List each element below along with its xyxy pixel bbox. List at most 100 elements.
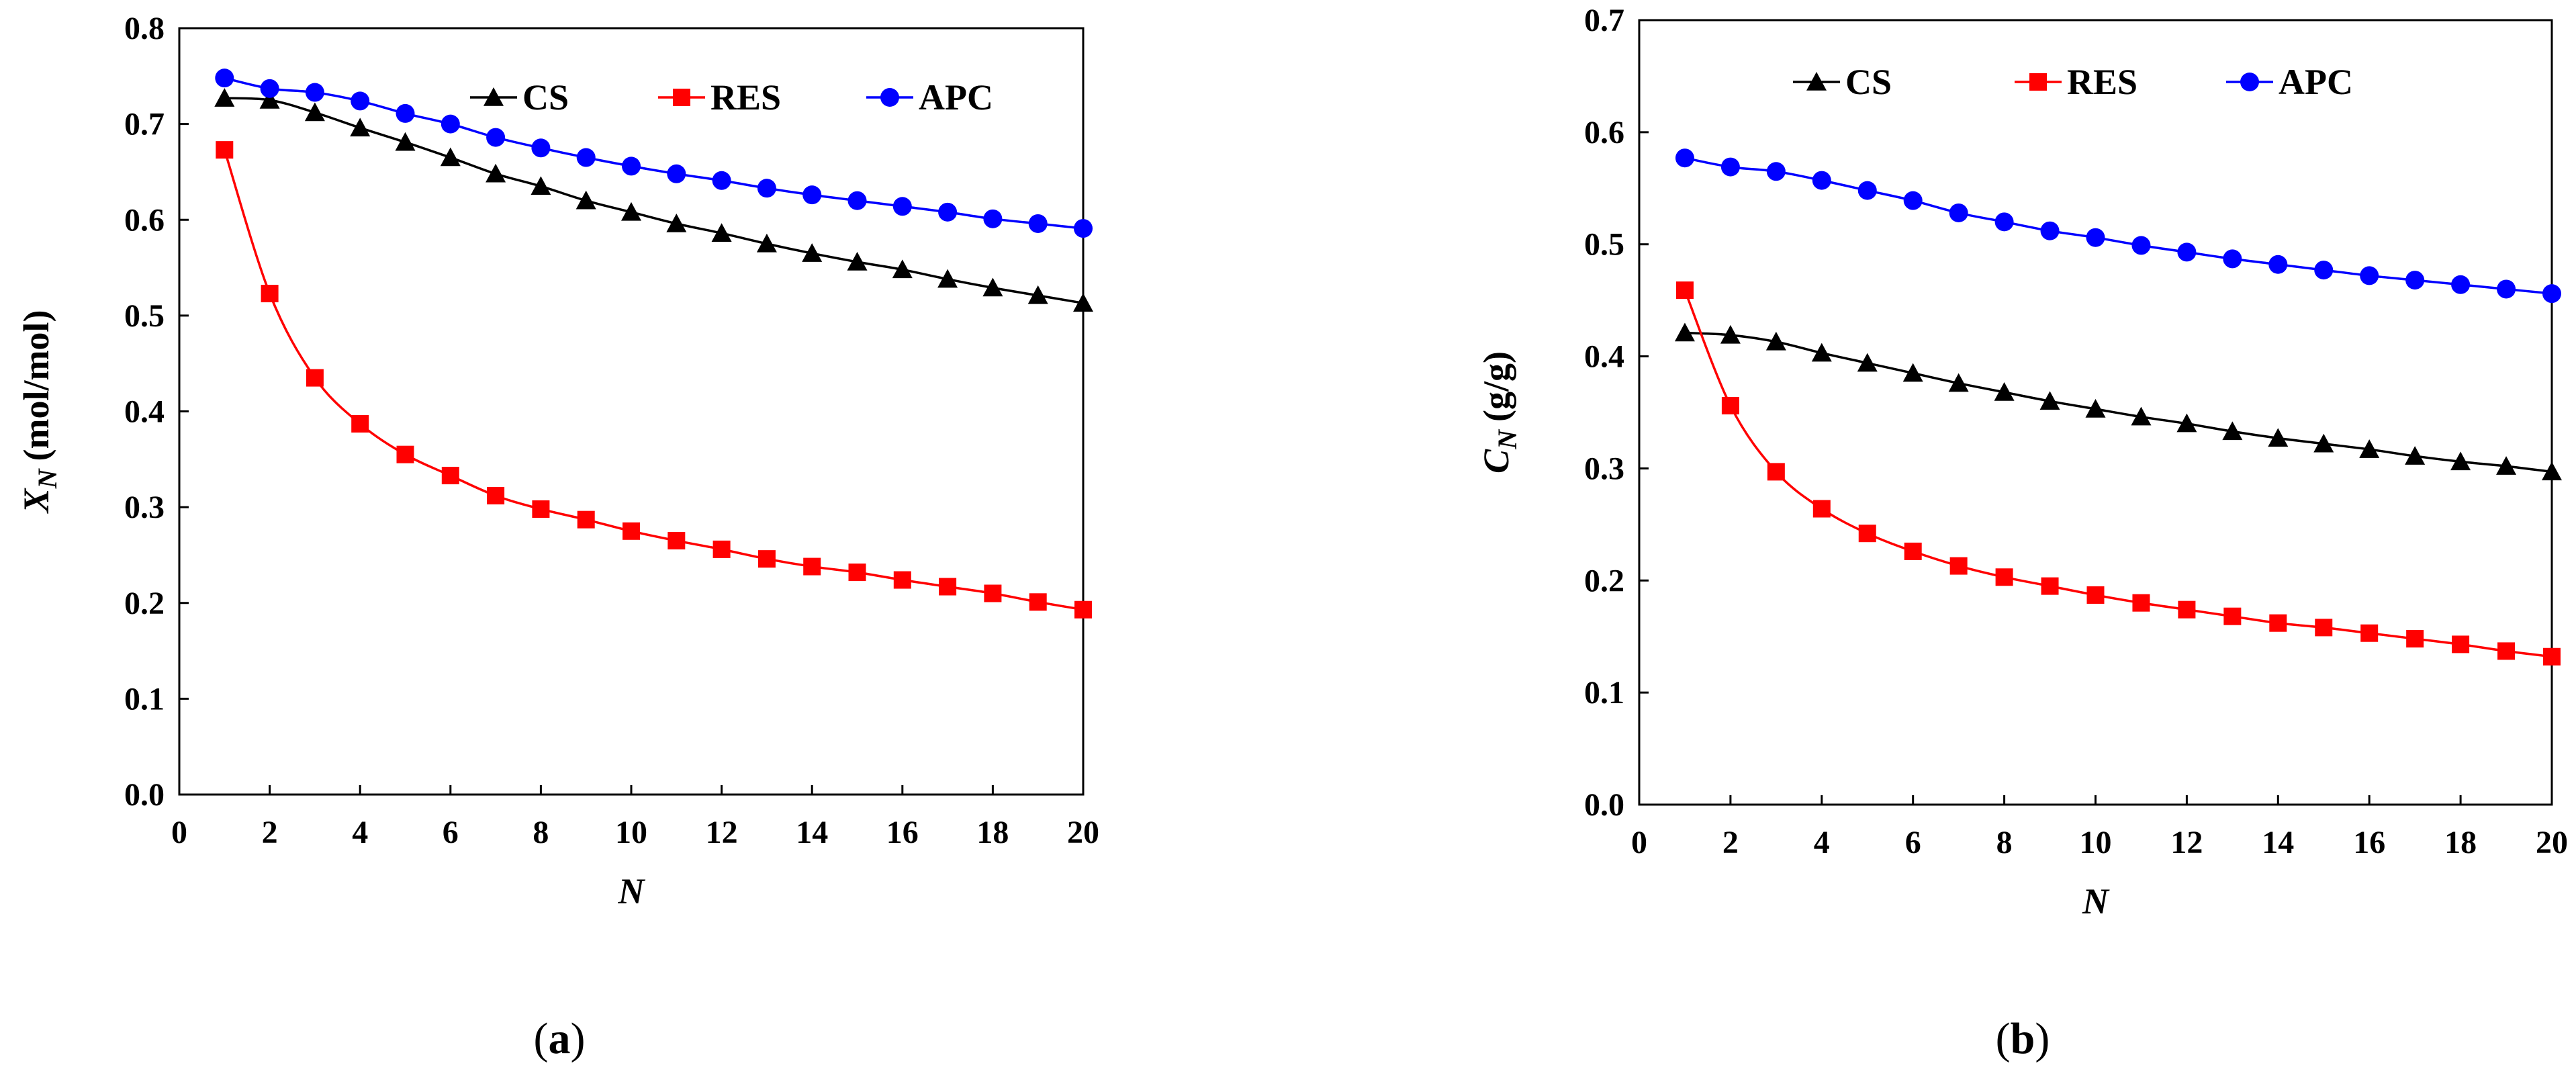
data-point-apc — [2360, 266, 2379, 285]
data-point-cs — [2496, 456, 2517, 475]
data-point-apc — [305, 83, 324, 102]
x-tick-label: 0 — [1631, 825, 1647, 860]
data-point-res — [1767, 463, 1785, 481]
legend-entry-cs: CS — [470, 77, 569, 118]
data-point-cs — [802, 243, 823, 262]
legend-label: RES — [2067, 62, 2137, 102]
legend-label: CS — [522, 77, 569, 118]
data-point-apc — [2268, 255, 2288, 274]
x-tick-label: 8 — [533, 815, 549, 850]
data-point-res — [2452, 635, 2470, 653]
data-point-cs — [2268, 428, 2289, 447]
x-tick-label: 0 — [171, 815, 187, 850]
y-tick-label: 0.6 — [1584, 115, 1624, 150]
data-point-res — [623, 522, 640, 540]
legend-label: CS — [1845, 62, 1892, 102]
data-point-apc — [622, 156, 641, 176]
legend-marker — [673, 89, 690, 106]
x-tick-label: 4 — [1814, 825, 1830, 860]
y-tick-label: 0.3 — [1584, 451, 1624, 486]
data-point-cs — [1073, 293, 1093, 312]
data-point-cs — [756, 233, 777, 253]
data-point-cs — [621, 201, 641, 221]
y-axis-unit: (g/g) — [1476, 351, 1516, 422]
data-point-res — [1074, 600, 1092, 619]
y-tick-label: 0.4 — [124, 394, 165, 430]
data-point-res — [351, 415, 369, 433]
legend-entry-apc: APC — [866, 77, 993, 118]
x-tick-label: 20 — [1067, 815, 1099, 850]
x-axis-label: N — [2082, 881, 2110, 921]
data-point-res — [757, 550, 776, 568]
y-axis-label: CN (g/g) — [1476, 351, 1522, 474]
x-tick-label: 10 — [2080, 825, 2112, 860]
data-point-res — [1675, 281, 1694, 300]
data-point-cs — [892, 259, 913, 279]
data-point-res — [2360, 624, 2379, 642]
x-tick-label: 8 — [1996, 825, 2013, 860]
data-point-cs — [304, 102, 325, 122]
data-point-cs — [937, 269, 958, 288]
y-tick-label: 0.8 — [124, 11, 165, 46]
y-axis-subscript: N — [32, 467, 62, 489]
series-apc — [215, 69, 1093, 238]
data-point-apc — [2314, 261, 2334, 280]
x-tick-label: 14 — [796, 815, 828, 850]
x-tick-label: 14 — [2262, 825, 2294, 860]
series-apc — [1675, 148, 2561, 304]
data-point-res — [984, 584, 1002, 602]
data-point-cs — [259, 89, 280, 109]
data-point-res — [893, 571, 911, 589]
data-point-apc — [441, 114, 460, 134]
data-point-apc — [2086, 228, 2105, 247]
data-point-cs — [2359, 439, 2380, 458]
caption-close: ) — [2035, 1014, 2050, 1063]
data-point-apc — [847, 191, 867, 210]
data-point-res — [803, 557, 821, 576]
y-tick-label: 0.6 — [124, 202, 165, 238]
data-point-apc — [260, 79, 279, 98]
data-point-cs — [2131, 406, 2152, 426]
y-tick-label: 0.0 — [1584, 787, 1624, 823]
data-point-apc — [2497, 279, 2516, 299]
legend-marker — [2029, 73, 2047, 91]
caption-open: ( — [534, 1014, 549, 1063]
data-point-res — [1812, 500, 1831, 518]
data-point-res — [1995, 568, 2013, 586]
y-axis-subscript: N — [1492, 429, 1522, 450]
data-point-apc — [983, 209, 1003, 228]
caption-letter: a — [549, 1014, 571, 1063]
data-point-apc — [1857, 181, 1877, 200]
data-point-res — [577, 510, 595, 529]
data-point-res — [1858, 525, 1876, 543]
data-point-cs — [2085, 398, 2106, 418]
data-point-apc — [531, 138, 551, 158]
data-point-cs — [395, 132, 416, 151]
data-point-res — [2223, 607, 2242, 625]
series-res — [1675, 281, 2561, 666]
x-tick-label: 4 — [352, 815, 368, 850]
legend-entry-cs: CS — [1793, 62, 1892, 102]
data-point-cs — [350, 118, 371, 137]
series-cs — [1674, 322, 2562, 481]
legend-label: APC — [2279, 62, 2353, 102]
data-point-apc — [2405, 271, 2425, 290]
data-point-res — [939, 578, 957, 596]
data-point-cs — [1948, 373, 1969, 392]
y-axis-label: XN (mol/mol) — [16, 310, 62, 514]
chart-panel-b: 0.0 0.1 0.2 0.3 0.4 0.5 0.6 0.7 0 2 4 6 8 10 12 14 16 18 2… — [1476, 3, 2568, 1063]
y-tick-label: 0.7 — [1584, 3, 1624, 38]
legend-entry-res: RES — [658, 77, 781, 118]
data-point-res — [532, 500, 550, 518]
data-point-res — [2497, 642, 2516, 660]
x-tick-label: 6 — [1905, 825, 1921, 860]
data-point-apc — [215, 69, 234, 88]
legend-marker — [484, 87, 504, 106]
y-tick-label: 0.1 — [124, 681, 165, 717]
data-point-cs — [486, 163, 506, 183]
data-point-apc — [396, 103, 415, 123]
data-point-res — [2269, 614, 2287, 632]
data-point-apc — [1903, 191, 1923, 210]
data-point-res — [2086, 586, 2105, 604]
x-axis-label: N — [618, 871, 646, 911]
